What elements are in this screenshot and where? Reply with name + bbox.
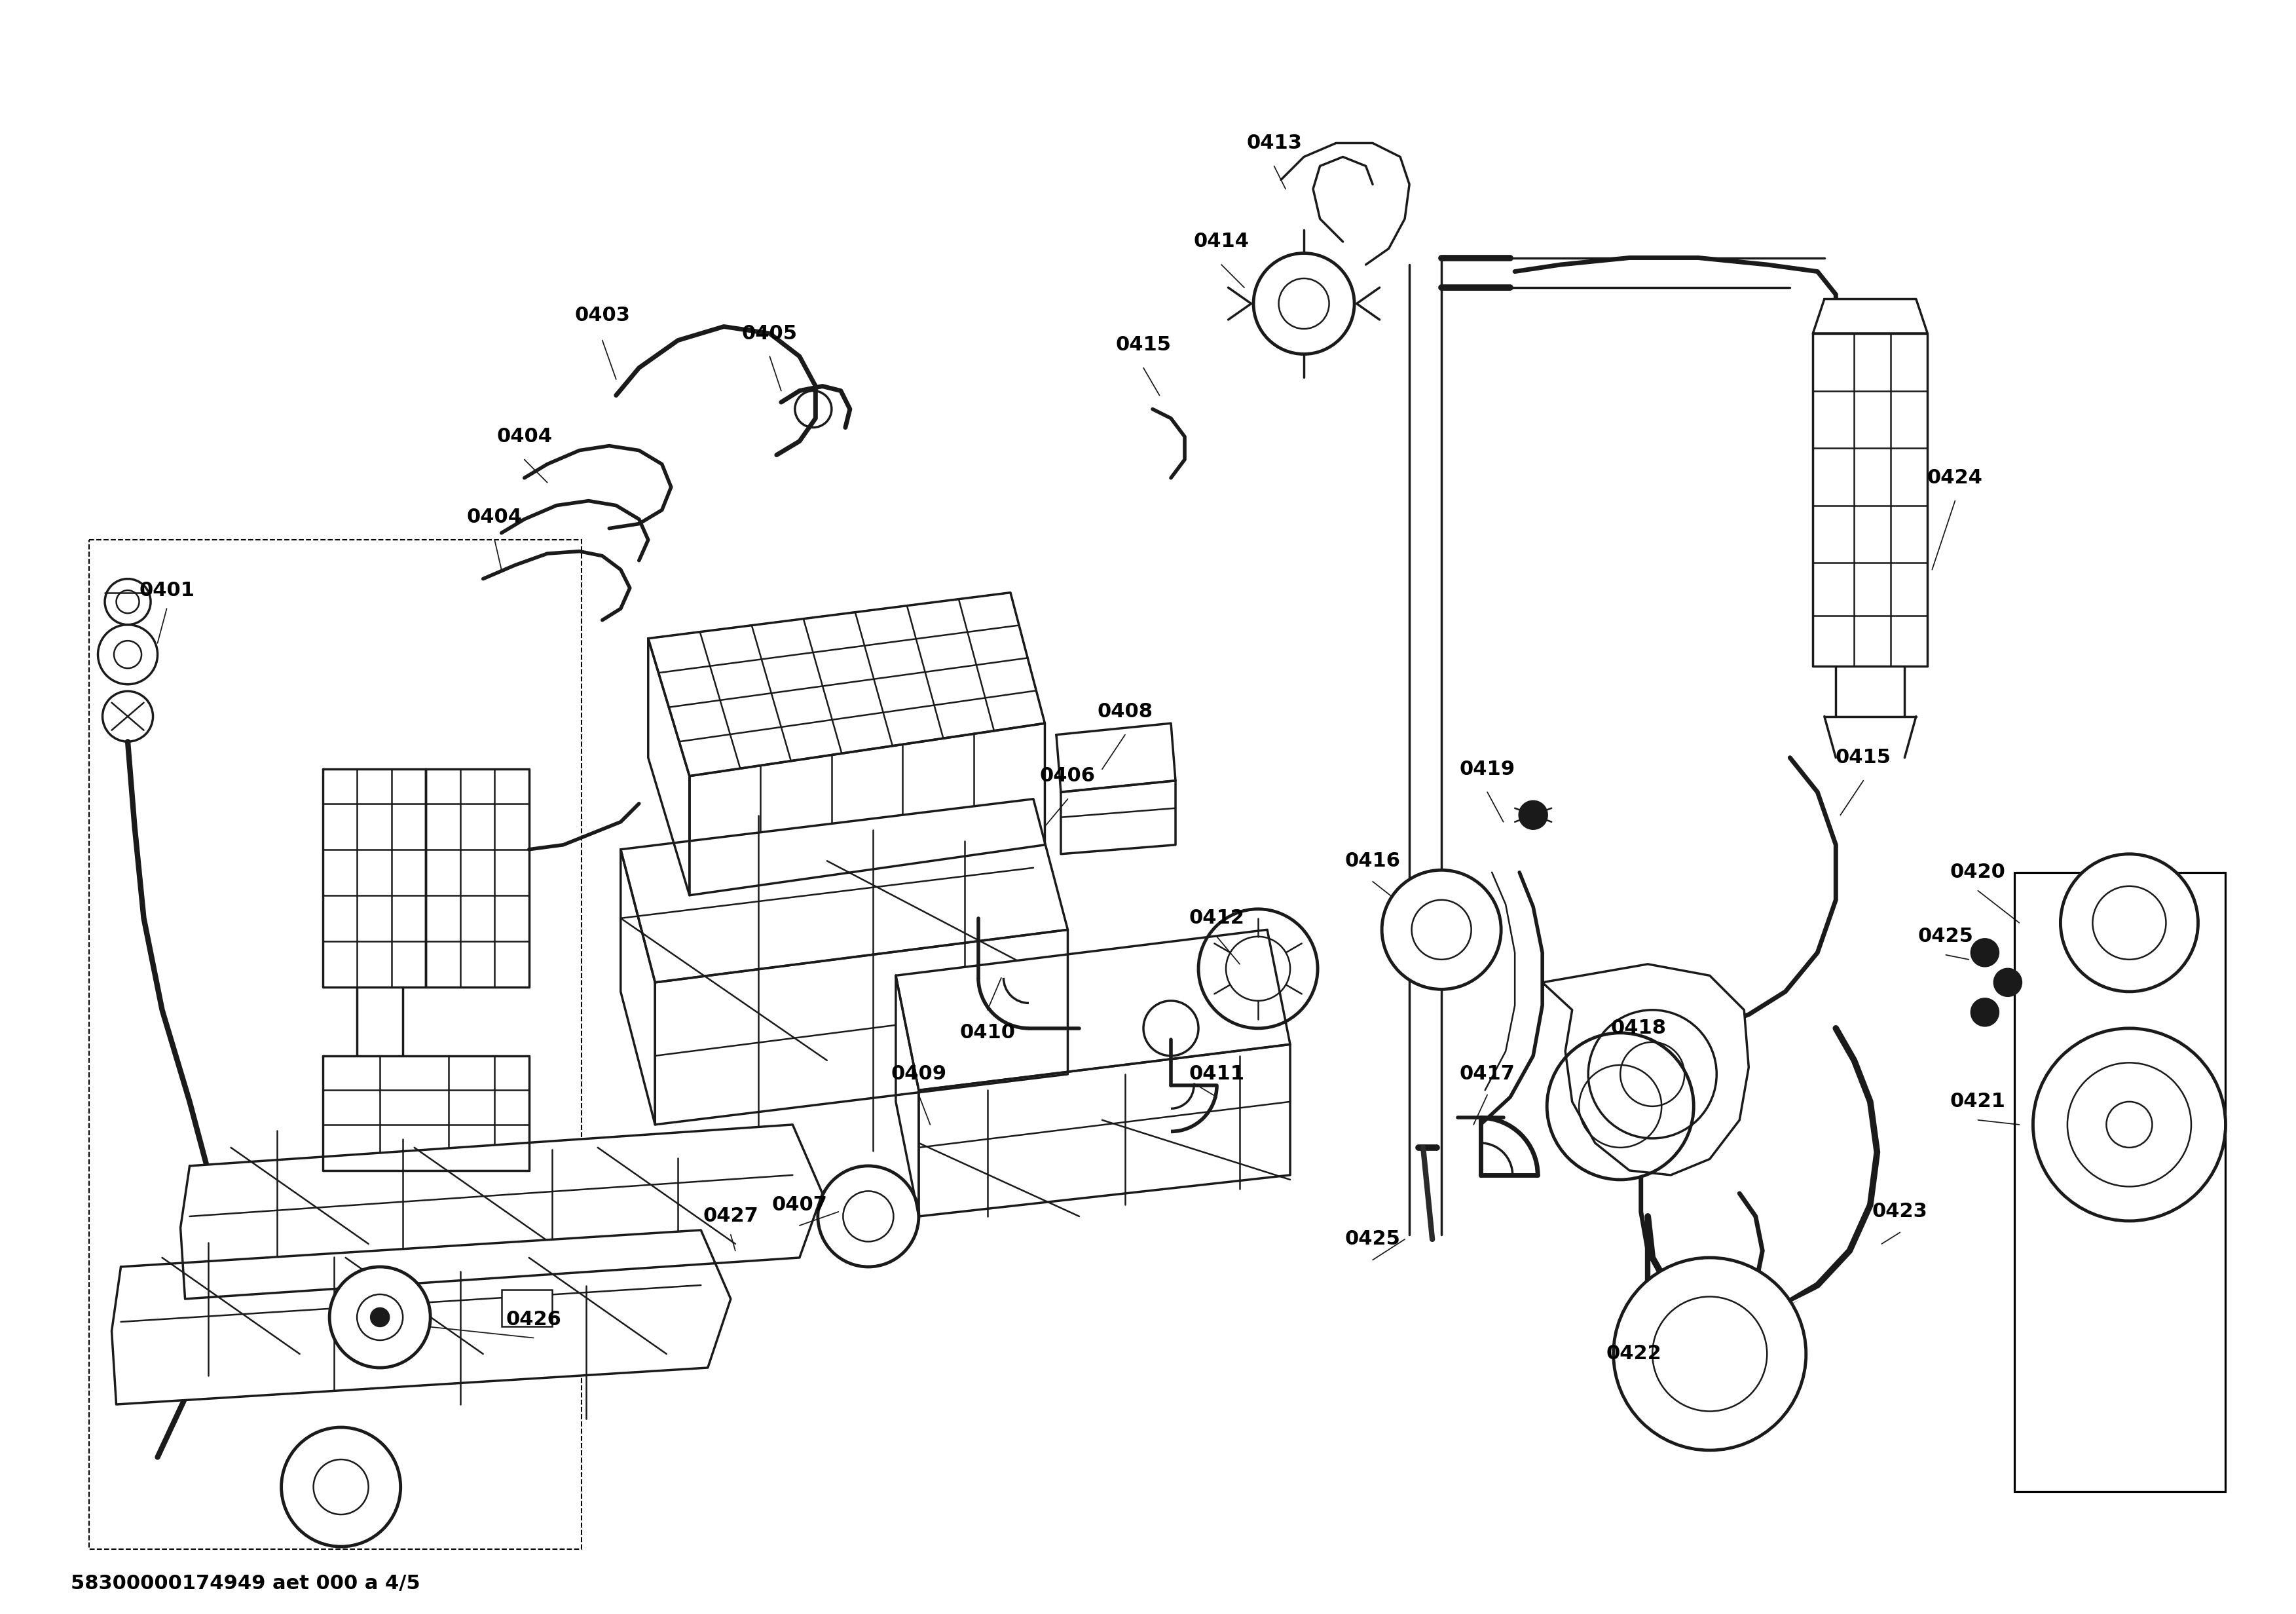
Polygon shape (895, 930, 1290, 1089)
Text: 0407: 0407 (771, 1196, 827, 1214)
Polygon shape (324, 1056, 528, 1170)
Text: 0401: 0401 (138, 581, 195, 600)
Circle shape (1382, 870, 1502, 989)
Text: 0425: 0425 (1345, 1230, 1401, 1249)
Circle shape (1970, 999, 1998, 1027)
Polygon shape (620, 849, 654, 1125)
Circle shape (2032, 1028, 2225, 1220)
Polygon shape (1543, 964, 1750, 1175)
Circle shape (2060, 854, 2197, 991)
Text: 0410: 0410 (960, 1023, 1015, 1043)
Circle shape (1993, 968, 2020, 996)
Polygon shape (1056, 723, 1176, 792)
Text: 0422: 0422 (1607, 1344, 1662, 1364)
Text: 0423: 0423 (1871, 1202, 1929, 1222)
Polygon shape (620, 799, 1068, 983)
Circle shape (1621, 1304, 1676, 1359)
Circle shape (282, 1427, 400, 1546)
Text: 0424: 0424 (1926, 468, 1984, 487)
Polygon shape (1061, 781, 1176, 854)
Circle shape (1520, 801, 1548, 828)
Text: 0418: 0418 (1612, 1018, 1667, 1038)
Text: 0416: 0416 (1345, 852, 1401, 870)
Text: 0415: 0415 (1835, 749, 1892, 767)
Polygon shape (689, 723, 1045, 896)
Text: 0413: 0413 (1247, 134, 1302, 153)
Polygon shape (918, 1044, 1290, 1217)
Text: 0411: 0411 (1189, 1065, 1244, 1083)
Text: 0404: 0404 (466, 507, 523, 526)
Bar (2014, 872, 2225, 1491)
Circle shape (1548, 1033, 1694, 1180)
Text: 0409: 0409 (891, 1065, 946, 1083)
Text: 0414: 0414 (1194, 232, 1249, 252)
Polygon shape (647, 639, 689, 896)
Circle shape (370, 1307, 388, 1327)
Text: 0404: 0404 (496, 428, 553, 445)
Text: 0417: 0417 (1460, 1065, 1515, 1083)
Polygon shape (113, 1230, 730, 1404)
Polygon shape (654, 930, 1068, 1125)
Text: 0406: 0406 (1040, 767, 1095, 786)
Circle shape (331, 1267, 429, 1367)
Text: 0425: 0425 (1917, 926, 1975, 946)
Polygon shape (181, 1125, 822, 1299)
Polygon shape (1814, 299, 1929, 334)
Bar (90, 539, 581, 1549)
Text: 0412: 0412 (1189, 909, 1244, 928)
Text: 0405: 0405 (742, 324, 797, 342)
Circle shape (1254, 253, 1355, 353)
Polygon shape (1814, 334, 1929, 667)
Text: 58300000174949 aet 000 a 4/5: 58300000174949 aet 000 a 4/5 (71, 1574, 420, 1593)
Circle shape (1614, 1257, 1807, 1451)
Polygon shape (425, 770, 528, 988)
Text: 0403: 0403 (574, 305, 629, 324)
Text: 0408: 0408 (1097, 702, 1153, 721)
Text: 0420: 0420 (1949, 863, 2007, 881)
Text: 0421: 0421 (1949, 1093, 2007, 1110)
Text: 0427: 0427 (703, 1207, 758, 1227)
Polygon shape (895, 975, 918, 1217)
Text: 0419: 0419 (1460, 760, 1515, 778)
Circle shape (1970, 939, 1998, 967)
Bar (501, 1290, 551, 1327)
Text: 0426: 0426 (505, 1311, 560, 1328)
Polygon shape (647, 592, 1045, 776)
Polygon shape (324, 770, 425, 988)
Text: 0415: 0415 (1116, 336, 1171, 355)
